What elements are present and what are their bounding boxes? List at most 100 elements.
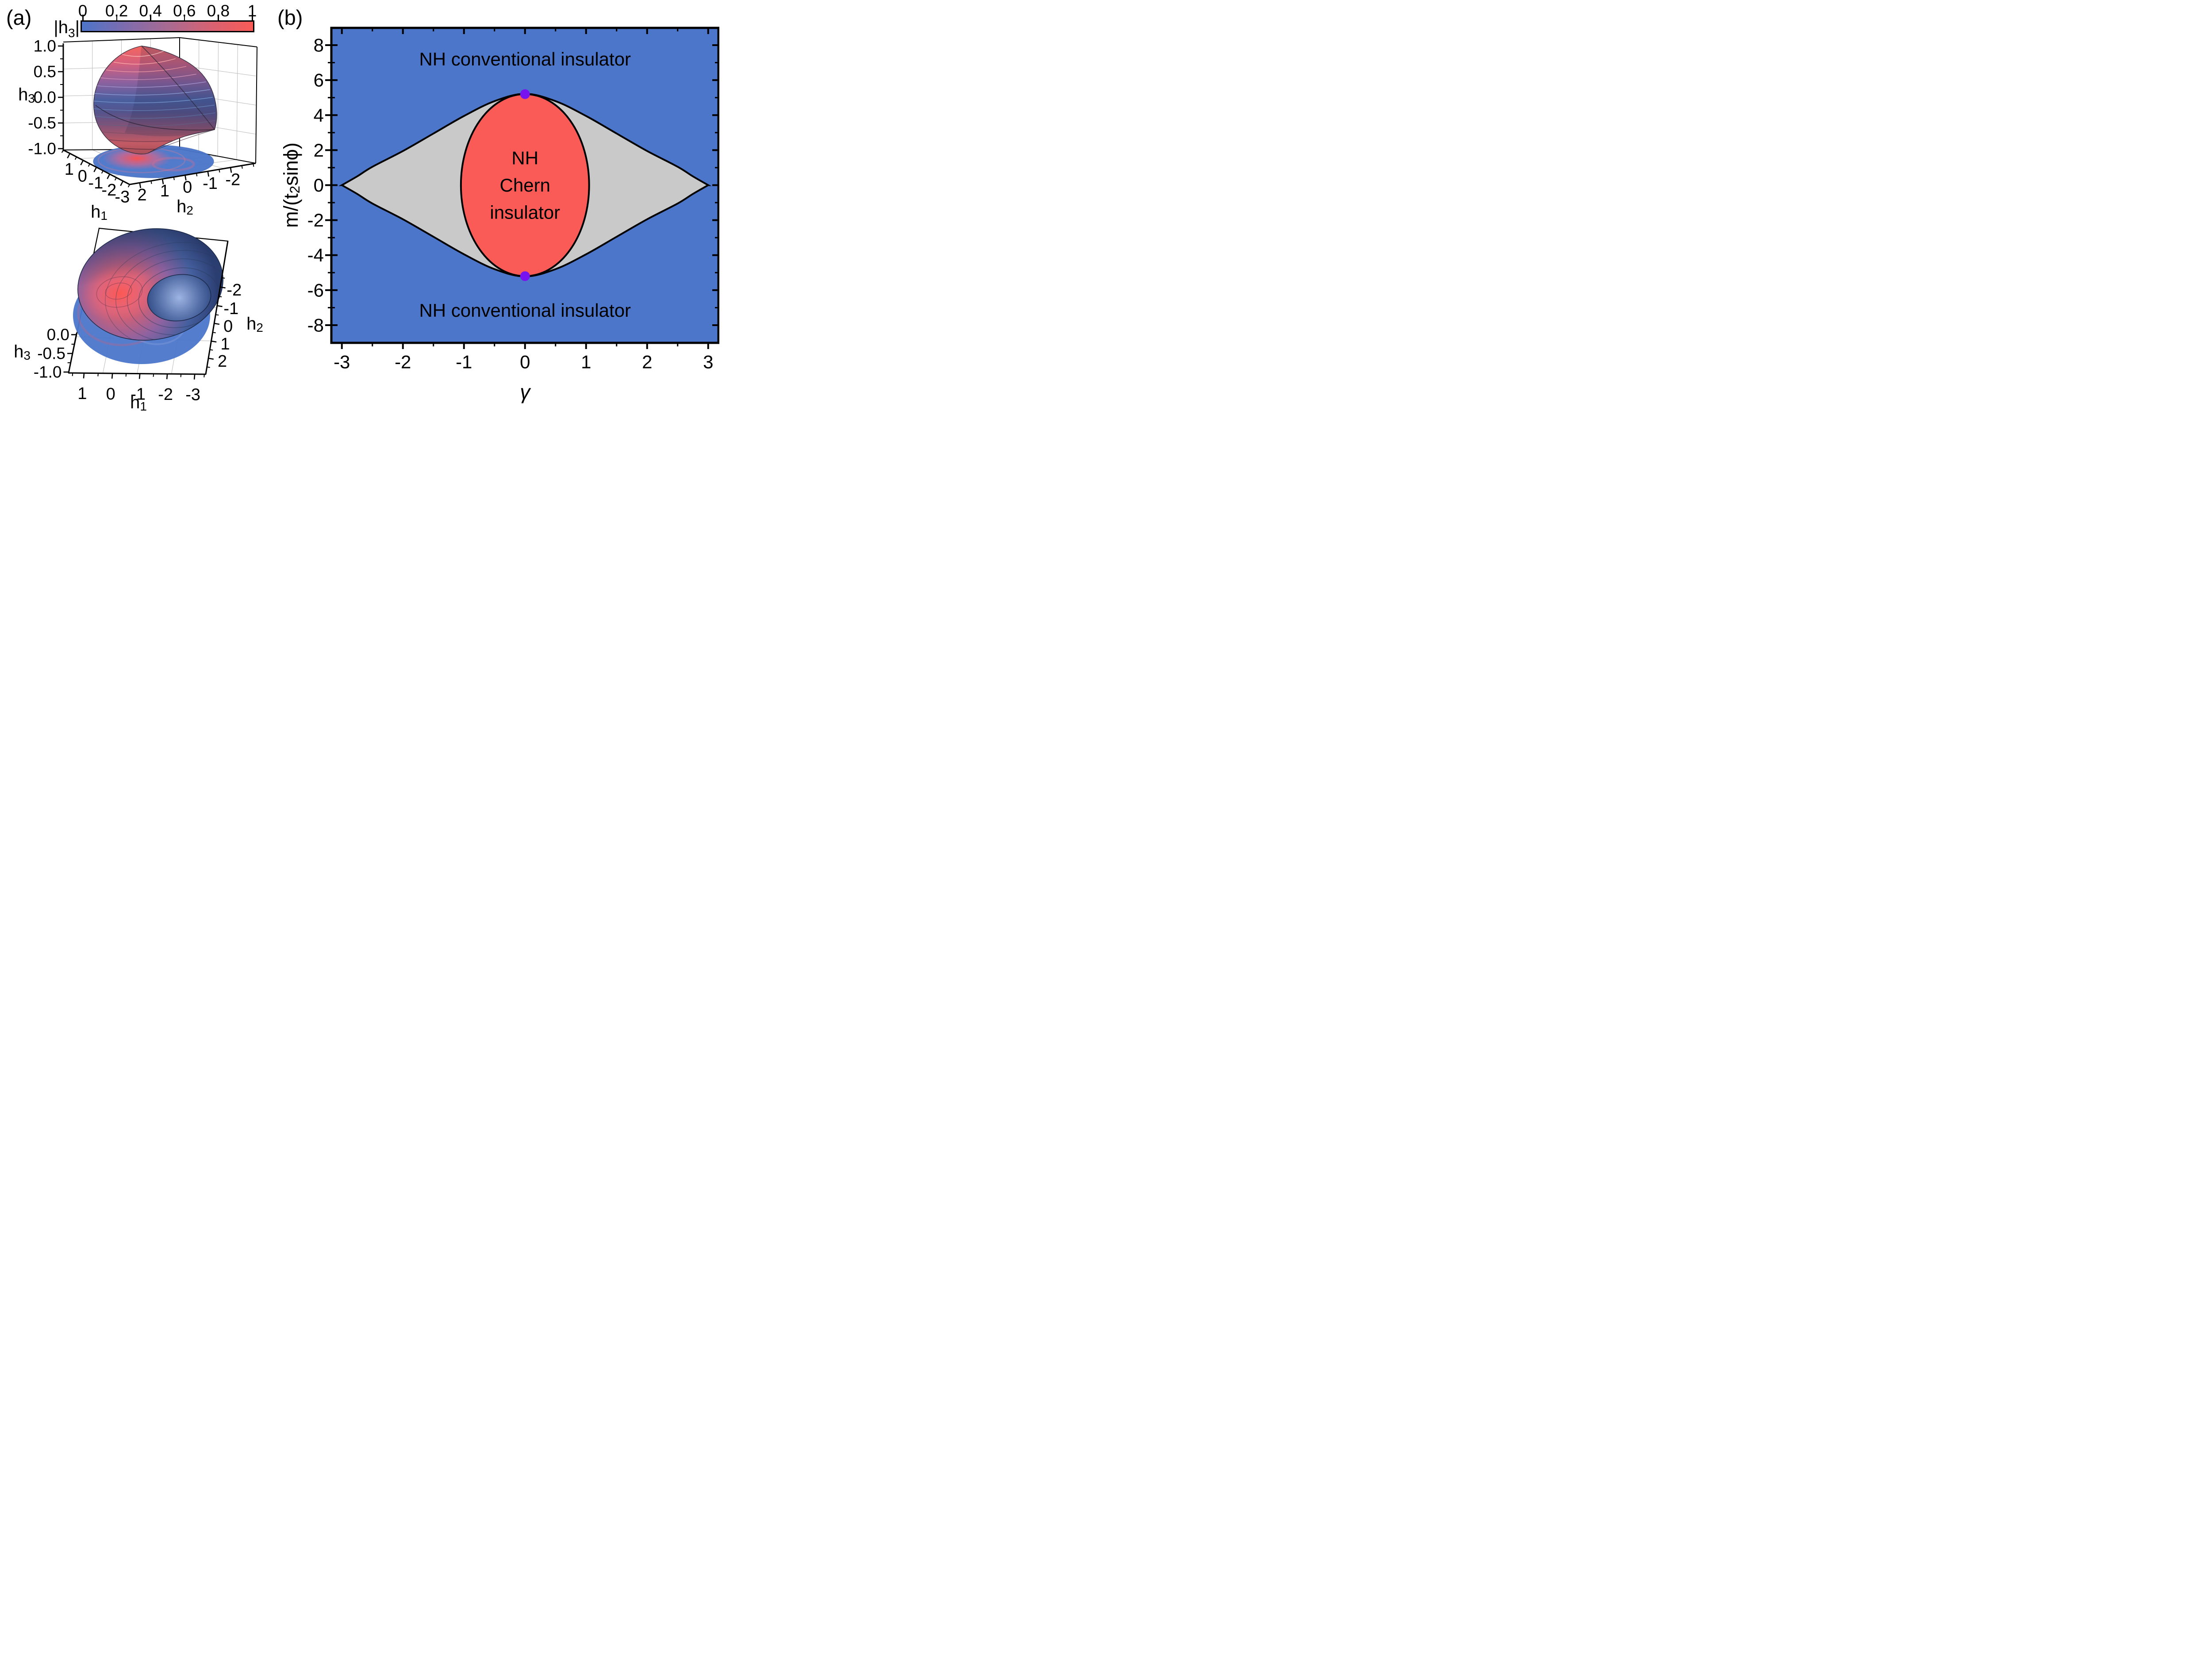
colorbar-tick	[218, 15, 219, 20]
h2-axis-minor-tick	[212, 332, 216, 334]
h1-axis-tick-label: -2	[158, 385, 173, 404]
h3-axis-line	[68, 332, 77, 373]
h2-axis-label: h2	[246, 314, 263, 334]
h2-axis-tick-label: -1	[203, 174, 218, 193]
h2-axis-tick-label: 0	[183, 178, 192, 197]
colorbar-tick	[184, 15, 185, 20]
x-axis-tick-label: 3	[703, 352, 713, 372]
phase-diagram: -3 -2 -1 0 1 2 3 8 6 4 2 0 -2 -4 -6 -8 NH conventional i…	[280, 27, 719, 403]
x-axis-tick-label: -1	[456, 352, 472, 372]
h2-axis-tick	[208, 357, 214, 360]
h1-axis-minor-tick	[88, 163, 90, 167]
surface-blob	[93, 46, 217, 154]
contour-line	[122, 50, 165, 57]
x-axis-label: γ	[520, 380, 531, 403]
box-edge	[63, 37, 180, 42]
h1-axis-label: h1	[130, 393, 147, 413]
h1-axis-tick	[80, 160, 84, 165]
h1-axis-minor-tick	[114, 177, 117, 181]
x-axis-tick-label: 2	[642, 352, 652, 372]
h3-axis-label: h3	[14, 342, 31, 362]
colorbar-tick-label: 0.4	[139, 2, 162, 20]
colorbar-tick	[116, 15, 118, 20]
colorbar-label: |h3|	[54, 18, 80, 40]
h2-axis-label: h2	[177, 197, 193, 217]
contour-line	[113, 58, 176, 65]
h1-axis-minor-tick	[125, 373, 127, 377]
h3-axis-tick-label: 1.0	[34, 37, 56, 55]
colorbar-ticks: 0 0.2 0.4 0.6 0.8 1	[78, 2, 257, 20]
box-edge	[179, 37, 257, 47]
x-axis-tick-label: 1	[581, 352, 591, 372]
colorbar-tick-label: 0.2	[105, 2, 128, 20]
h1-axis-tick-label: -3	[185, 386, 200, 404]
h1-axis-tick	[67, 153, 71, 159]
panel-b-label: (b)	[277, 6, 303, 29]
region-label: NH conventional insulator	[419, 49, 631, 69]
h2-axis-tick	[211, 340, 217, 343]
h1-axis-minor-tick	[61, 150, 64, 153]
h2-axis-tick-label: -1	[223, 299, 238, 318]
h1-axis-tick-label: -3	[115, 188, 130, 206]
colorbar-tick	[252, 15, 253, 20]
panel-a-label: (a)	[6, 6, 32, 29]
wall-grid	[236, 44, 238, 160]
h1-axis-minor-tick	[101, 170, 104, 174]
h2-axis-minor-tick	[219, 296, 222, 298]
region-label: NH	[511, 148, 538, 169]
h1-axis-tick-label: 1	[65, 160, 74, 179]
h1-axis-tick-label: 0	[78, 167, 87, 186]
h1-axis-tick-label: 0	[106, 385, 115, 403]
wall-grid	[217, 42, 219, 157]
h1-axis-tick-label: -2	[101, 181, 116, 200]
h2-axis-tick	[184, 175, 187, 180]
h3-axis-tick-label: 0.0	[34, 88, 56, 107]
y-axis-tick-label: 4	[314, 105, 324, 126]
colorbar-tick	[82, 15, 84, 20]
h2-axis-tick	[230, 167, 232, 173]
box-edge	[255, 46, 257, 164]
colorbar-tick-label: 0	[78, 2, 88, 20]
gap-closing-point	[520, 271, 530, 281]
h2-axis-tick	[161, 179, 164, 184]
h2-axis-tick	[220, 286, 226, 289]
h2-axis-tick-label: -2	[227, 281, 242, 299]
h2-axis-tick-label: 0	[223, 317, 233, 336]
h3-axis-tick-label: -0.5	[28, 114, 56, 132]
h1-axis-tick	[138, 373, 141, 379]
y-axis-tick-label: -2	[307, 210, 324, 230]
y-axis-tick-label: -4	[307, 245, 324, 265]
x-axis-tick-label: -2	[395, 352, 411, 372]
h1-axis-tick	[93, 167, 97, 173]
contour-line	[94, 112, 215, 119]
y-axis-label: m/(t2sinϕ)	[280, 142, 303, 228]
h2-axis-tick-label: 2	[218, 352, 227, 371]
colorbar-tick-label: 0.8	[207, 2, 230, 20]
contour-line	[99, 73, 196, 80]
h2-axis-tick-label: 1	[160, 182, 169, 200]
y-axis-tick-label: 8	[314, 35, 324, 56]
contour-line	[93, 81, 206, 88]
h3-axis-tick-label: -1.0	[28, 139, 56, 157]
h3-axis-tick-label: 0.0	[47, 326, 69, 344]
contour-line	[93, 89, 210, 96]
figure: (a) (b) |h3| 0 0.2 0.4 0.6 0.8 1	[0, 0, 719, 418]
contour-line	[93, 104, 215, 111]
h2-axis-minor-tick	[210, 349, 213, 351]
contour-line	[97, 120, 215, 127]
h2-axis-tick	[214, 323, 220, 325]
region-label: insulator	[490, 202, 560, 223]
y-axis-tick-label: 2	[314, 140, 324, 161]
h1-axis-tick	[193, 374, 196, 380]
h2-axis-tick-label: 1	[220, 335, 230, 353]
colorbar-tick	[150, 15, 151, 20]
contour-line	[93, 97, 213, 104]
gap-closing-point	[520, 89, 530, 99]
h1-axis-label: h1	[91, 202, 108, 222]
h3-axis-label: h3	[18, 85, 35, 105]
h3-axis-tick-label: -1.0	[34, 363, 62, 381]
h1-axis-minor-tick	[127, 184, 130, 188]
